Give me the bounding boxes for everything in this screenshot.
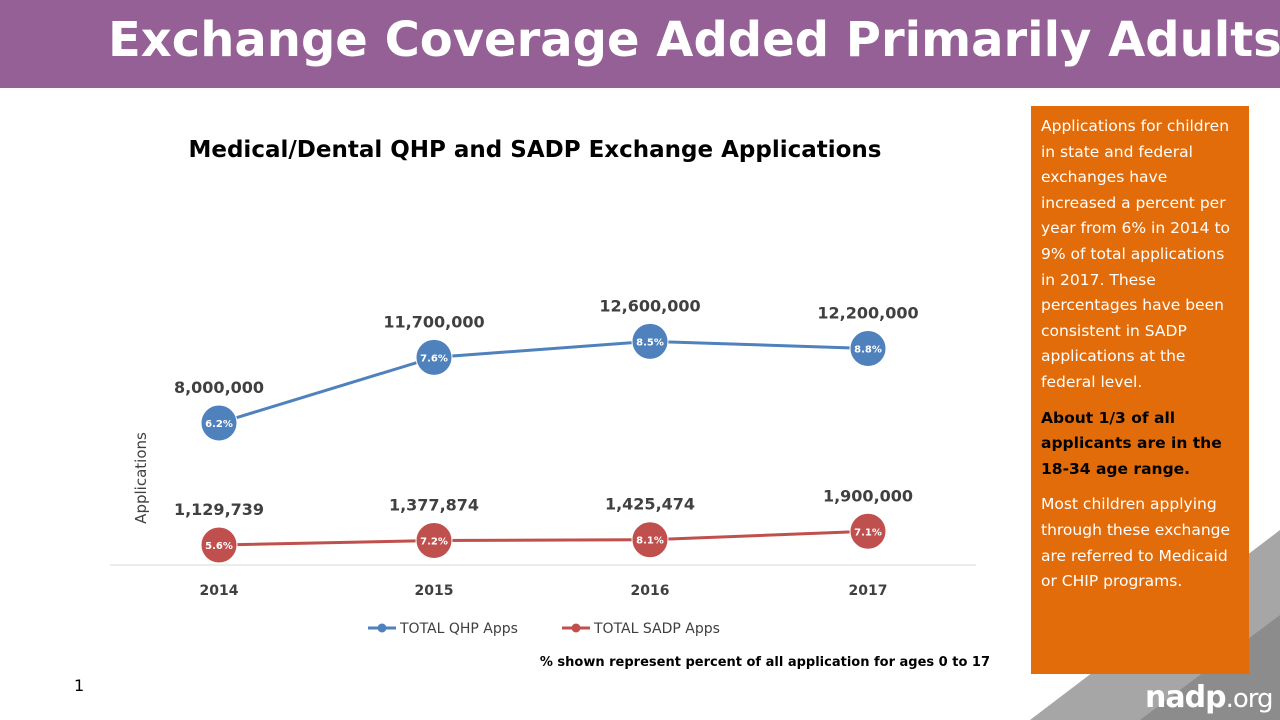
logo-main: nadp bbox=[1145, 680, 1227, 715]
nadp-logo: nadp.org bbox=[1145, 680, 1274, 715]
legend-label: TOTAL SADP Apps bbox=[593, 621, 720, 637]
data-point bbox=[200, 404, 238, 442]
point-percent-label: 8.8% bbox=[854, 344, 882, 355]
point-percent-label: 7.2% bbox=[420, 537, 448, 548]
point-percent-label: 6.2% bbox=[205, 419, 233, 430]
data-point bbox=[415, 522, 453, 560]
data-point bbox=[631, 521, 669, 559]
data-point bbox=[849, 329, 887, 367]
info-paragraph-2: About 1/3 of all applicants are in the 1… bbox=[1041, 408, 1222, 478]
data-value-label: 12,600,000 bbox=[599, 296, 700, 315]
line-chart: 2014 2015 2016 2017 Applications 6.2% 8,000,00… bbox=[110, 296, 976, 637]
info-box: Applications for children in state and f… bbox=[1031, 106, 1249, 674]
series-line-qhp bbox=[218, 339, 869, 425]
info-paragraph-1: Applications for children in state and f… bbox=[1041, 117, 1231, 391]
series-line-sadp bbox=[218, 529, 869, 547]
data-value-label: 8,000,000 bbox=[174, 378, 264, 397]
point-percent-label: 8.1% bbox=[636, 536, 664, 547]
info-paragraph-3: Most children applying through these exc… bbox=[1041, 495, 1231, 591]
legend-marker bbox=[377, 623, 387, 633]
chart-title: Medical/Dental QHP and SADP Exchange App… bbox=[188, 137, 882, 163]
logo-suffix: .org bbox=[1225, 684, 1274, 714]
data-value-label: 11,700,000 bbox=[383, 312, 484, 331]
chart-footnote: % shown represent percent of all applica… bbox=[539, 655, 990, 670]
slide-title: Exchange Coverage Added Primarily Adults bbox=[108, 12, 1280, 68]
x-tick-label: 2016 bbox=[631, 583, 670, 599]
slide-number: 1 bbox=[74, 676, 85, 695]
data-point bbox=[200, 526, 238, 564]
data-value-label: 1,425,474 bbox=[605, 495, 695, 514]
x-tick-label: 2017 bbox=[849, 583, 888, 599]
data-value-label: 1,900,000 bbox=[823, 486, 913, 505]
y-axis-title: Applications bbox=[132, 432, 150, 524]
point-percent-label: 5.6% bbox=[205, 541, 233, 552]
data-value-label: 1,129,739 bbox=[174, 500, 264, 519]
point-percent-label: 7.6% bbox=[420, 353, 448, 364]
point-percent-label: 7.1% bbox=[854, 527, 882, 538]
data-point bbox=[631, 322, 669, 360]
legend-marker bbox=[571, 623, 581, 633]
data-value-label: 12,200,000 bbox=[817, 303, 918, 322]
legend-label: TOTAL QHP Apps bbox=[399, 621, 518, 637]
x-tick-label: 2014 bbox=[200, 583, 239, 599]
point-percent-label: 8.5% bbox=[636, 337, 664, 348]
data-value-label: 1,377,874 bbox=[389, 496, 479, 515]
x-tick-label: 2015 bbox=[415, 583, 454, 599]
data-point bbox=[849, 512, 887, 550]
title-bar: Exchange Coverage Added Primarily Adults bbox=[0, 0, 1280, 88]
data-point bbox=[415, 338, 453, 376]
